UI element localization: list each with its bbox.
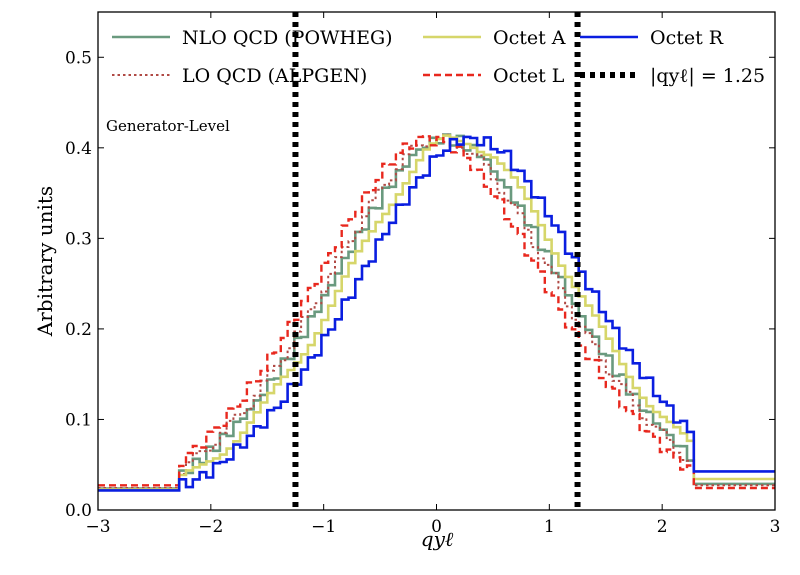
threshold-lines: [292, 12, 581, 510]
y-axis-label: Arbitrary units: [33, 186, 57, 337]
y-tick-label: 0.5: [65, 48, 92, 68]
legend-label: Octet R: [650, 27, 724, 49]
axis-ticks: [97, 12, 776, 511]
series-layer: [98, 133, 775, 492]
x-tick-label: −3: [85, 517, 110, 537]
x-tick-label: 3: [770, 517, 781, 537]
series-line-octet-r: [98, 135, 775, 492]
x-axis-label: qyℓ: [421, 527, 454, 551]
legend: NLO QCD (POWHEG) LO QCD (ALPGEN) Octet A Oc…: [112, 27, 765, 87]
y-tick-label: 0.3: [65, 229, 92, 249]
y-tick-label: 0.0: [65, 501, 92, 521]
x-tick-label: 1: [544, 517, 555, 537]
x-tick-label: −2: [198, 517, 223, 537]
series-line-octet-l: [98, 135, 775, 490]
x-tick-label: 0: [431, 517, 442, 537]
y-tick-label: 0.1: [65, 410, 92, 430]
y-tick-label: 0.4: [65, 139, 92, 159]
legend-label: Octet L: [493, 65, 565, 87]
legend-label: Octet A: [493, 27, 566, 49]
series-line-octet-a: [98, 134, 775, 491]
x-tick-label: 2: [657, 517, 668, 537]
generator-level-annotation: Generator-Level: [106, 117, 230, 135]
y-tick-label: 0.2: [65, 320, 92, 340]
tick-labels: −3 −2 −1 0 1 2 3 0.0 0.1 0.2 0.3 0.4 0.5: [65, 48, 780, 537]
legend-label: |qyℓ| = 1.25: [650, 65, 765, 87]
legend-label: NLO QCD (POWHEG): [182, 27, 393, 49]
legend-label: LO QCD (ALPGEN): [182, 65, 367, 87]
x-tick-label: −1: [311, 517, 336, 537]
